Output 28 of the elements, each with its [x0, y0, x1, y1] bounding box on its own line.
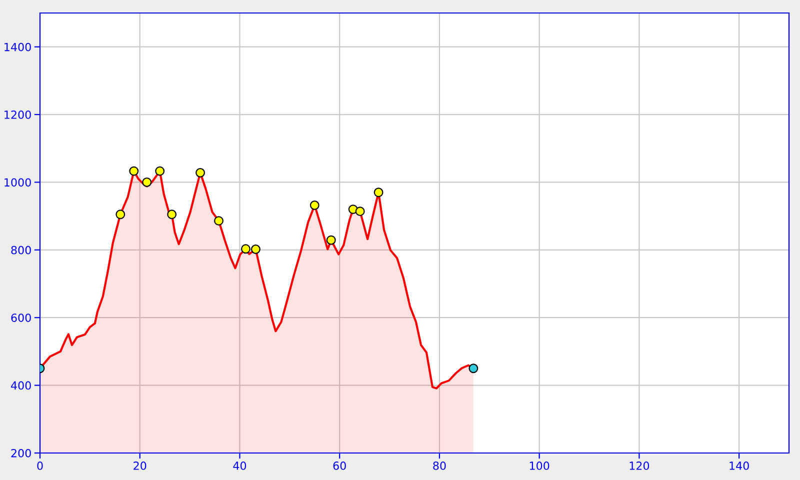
y-tick-label: 600	[11, 314, 31, 322]
y-tick-label: 1400	[4, 42, 31, 52]
point	[155, 166, 165, 176]
x-tick-label: 0	[37, 462, 43, 470]
point	[310, 200, 320, 210]
point	[250, 244, 260, 254]
point	[142, 178, 152, 187]
y-tick-label: 400	[11, 381, 31, 390]
point	[374, 188, 384, 198]
point	[116, 210, 126, 220]
point	[167, 210, 177, 220]
point	[355, 206, 365, 216]
y-tick-label: 1000	[4, 178, 31, 187]
point	[196, 168, 206, 178]
point	[241, 244, 250, 254]
y-tick-label: 800	[11, 246, 31, 254]
y-tick-label: 200	[11, 448, 31, 458]
x-tick-label: 120	[630, 462, 650, 470]
point	[214, 216, 224, 226]
point	[326, 235, 336, 245]
x-tick-label: 20	[134, 462, 146, 470]
point	[129, 166, 139, 176]
x-tick-label: 80	[433, 462, 446, 470]
x-tick-label: 140	[730, 462, 749, 470]
x-tick-label: 100	[530, 462, 550, 470]
x-tick-label: 40	[233, 462, 246, 470]
x-tick-label: 60	[333, 462, 346, 470]
y-tick-label: 1200	[4, 110, 31, 119]
